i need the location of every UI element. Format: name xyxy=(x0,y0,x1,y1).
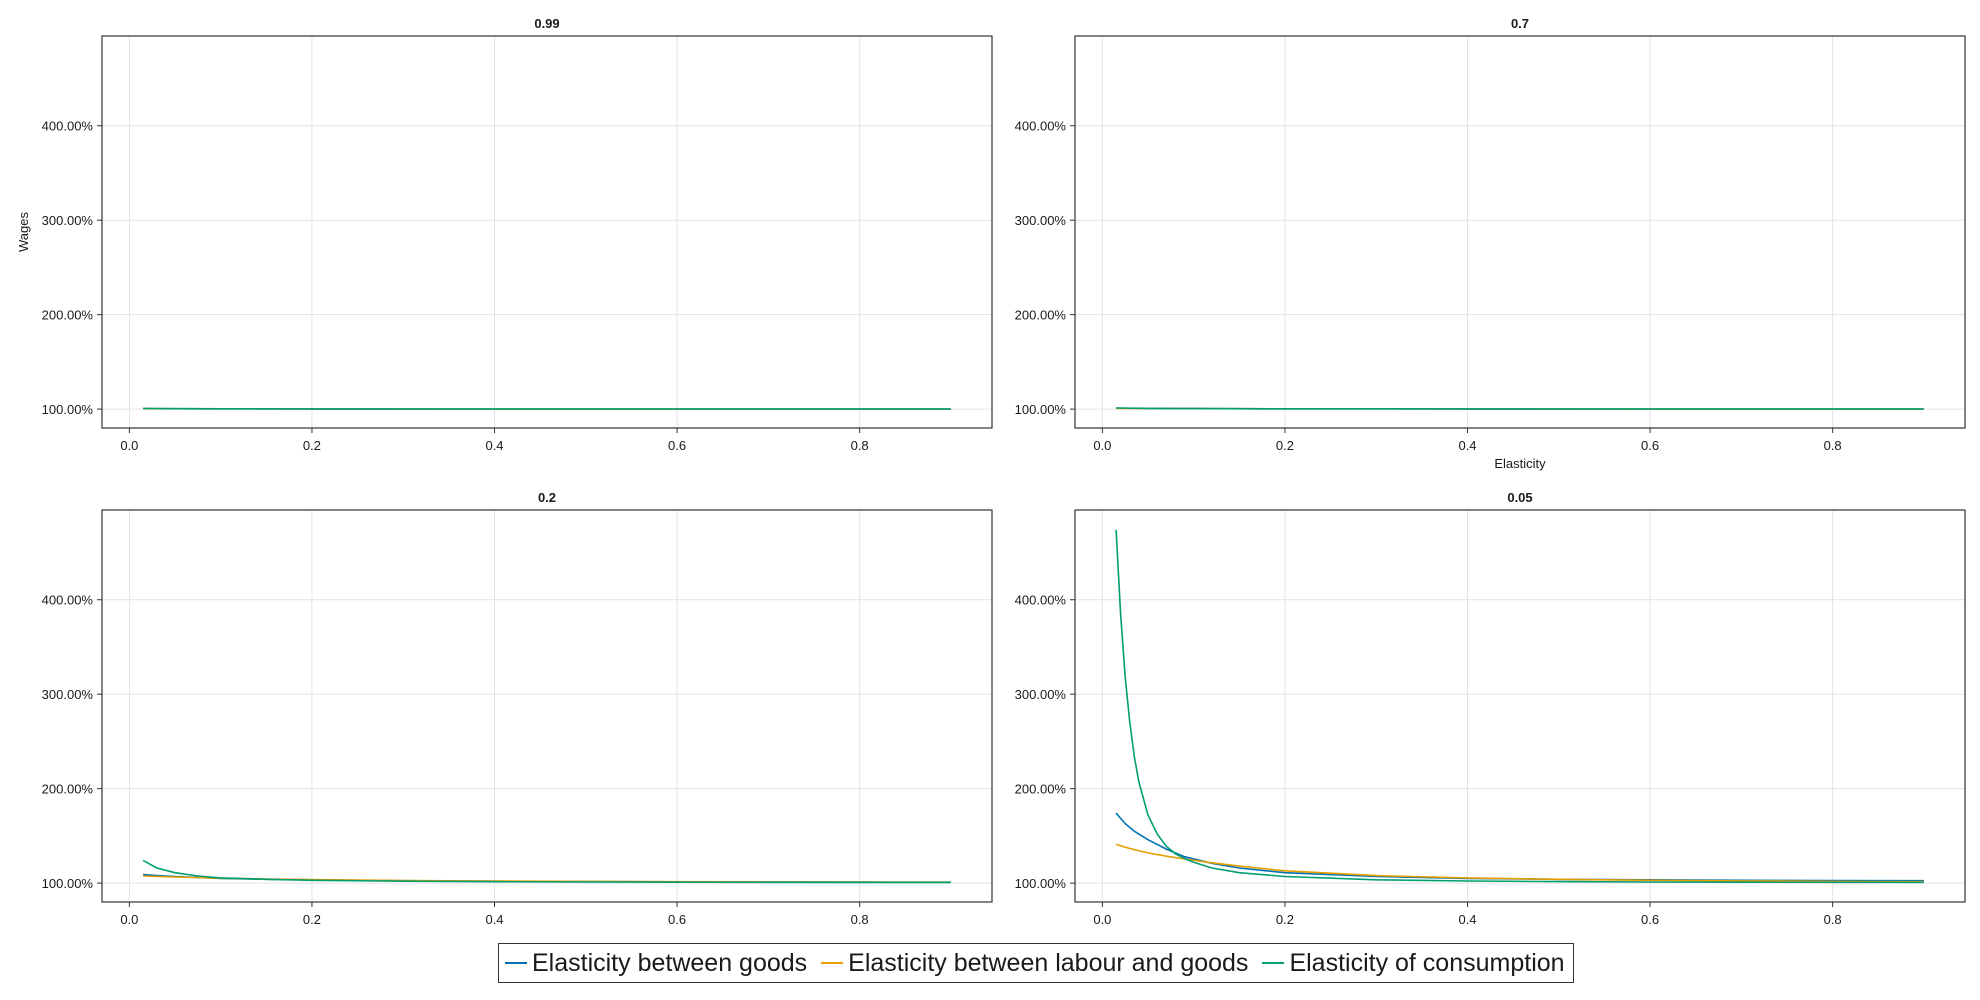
legend-label-goods: Elasticity between goods xyxy=(532,948,808,977)
panel-4-title: 0.05 xyxy=(1507,490,1532,505)
panel-3-x-tick-label-4: 0.8 xyxy=(851,912,869,927)
panel-1-y-tick-label-0: 100.00% xyxy=(42,402,94,417)
panel-1-y-tick-label-2: 300.00% xyxy=(42,213,94,228)
panel-2-x-tick-label-1: 0.2 xyxy=(1276,438,1294,453)
panel-1-title: 0.99 xyxy=(534,16,559,31)
panel-2-y-tick-label-3: 400.00% xyxy=(1015,119,1067,134)
legend: Elasticity between goods Elasticity betw… xyxy=(498,943,1574,983)
legend-label-consumption: Elasticity of consumption xyxy=(1289,948,1565,977)
panel-1-x-tick-label-1: 0.2 xyxy=(303,438,321,453)
panel-1-x-tick-label-3: 0.6 xyxy=(668,438,686,453)
panel-4-x-tick-label-4: 0.8 xyxy=(1824,912,1842,927)
panel-4-y-tick-label-3: 400.00% xyxy=(1015,593,1067,608)
panel-4-x-tick-label-1: 0.2 xyxy=(1276,912,1294,927)
panel-3-line-elasticity-of-consumption xyxy=(142,859,951,884)
panel-2-x-tick-label-0: 0.0 xyxy=(1093,438,1111,453)
panel-3-x-tick-label-0: 0.0 xyxy=(120,912,138,927)
panel-4-y-tick-label-1: 200.00% xyxy=(1015,782,1067,797)
panel-3-title: 0.2 xyxy=(538,490,556,505)
x-axis-label: Elasticity xyxy=(1494,456,1546,471)
panel-3-y-tick-label-1: 200.00% xyxy=(42,782,94,797)
panel-2-y-tick-label-1: 200.00% xyxy=(1015,308,1067,323)
panel-4-line-elasticity-of-consumption xyxy=(1115,529,1924,884)
panel-4-y-tick-label-0: 100.00% xyxy=(1015,876,1067,891)
legend-swatch-consumption xyxy=(1262,962,1285,964)
panel-4-x-tick-label-0: 0.0 xyxy=(1093,912,1111,927)
panel-1-line-elasticity-of-consumption xyxy=(143,407,951,410)
panel-2-line-elasticity-of-consumption xyxy=(1116,407,1924,410)
panel-3-frame xyxy=(101,509,993,903)
legend-swatch-labour-goods xyxy=(821,962,844,964)
panel-3-x-tick-label-3: 0.6 xyxy=(668,912,686,927)
y-axis-label: Wages xyxy=(16,212,31,252)
panel-1-x-tick-label-0: 0.0 xyxy=(120,438,138,453)
panel-4-line-elasticity-between-labour-and-goods xyxy=(1115,843,1924,883)
legend-item-consumption: Elasticity of consumption xyxy=(1262,948,1565,978)
panel-4-y-tick-label-2: 300.00% xyxy=(1015,687,1067,702)
panel-3-x-tick-label-2: 0.4 xyxy=(485,912,503,927)
legend-item-labour-goods: Elasticity between labour and goods xyxy=(821,949,1248,978)
legend-label-labour-goods: Elasticity between labour and goods xyxy=(848,948,1249,977)
panel-3-y-tick-label-2: 300.00% xyxy=(42,687,94,702)
panel-4-x-tick-label-2: 0.4 xyxy=(1458,912,1476,927)
panel-2-x-tick-label-4: 0.8 xyxy=(1824,438,1842,453)
panel-1-x-tick-label-4: 0.8 xyxy=(851,438,869,453)
panel-2-y-tick-label-0: 100.00% xyxy=(1015,402,1067,417)
panel-4-x-tick-label-3: 0.6 xyxy=(1641,912,1659,927)
panel-4-frame xyxy=(1074,509,1966,903)
panel-2-x-tick-label-2: 0.4 xyxy=(1458,438,1476,453)
legend-swatch-goods xyxy=(505,962,527,964)
panel-3-y-tick-label-0: 100.00% xyxy=(42,876,94,891)
panel-3-x-tick-label-1: 0.2 xyxy=(303,912,321,927)
legend-item-goods: Elasticity between goods xyxy=(505,949,807,978)
panel-3-y-tick-label-3: 400.00% xyxy=(42,593,94,608)
panel-1-y-tick-label-3: 400.00% xyxy=(42,119,94,134)
panel-1-frame xyxy=(101,35,993,429)
panel-2-x-tick-label-3: 0.6 xyxy=(1641,438,1659,453)
panel-2-title: 0.7 xyxy=(1511,16,1529,31)
panel-2-y-tick-label-2: 300.00% xyxy=(1015,213,1067,228)
panel-1-x-tick-label-2: 0.4 xyxy=(485,438,503,453)
panel-2-frame xyxy=(1074,35,1966,429)
panel-4-line-elasticity-between-goods xyxy=(1115,812,1924,882)
panel-1-y-tick-label-1: 200.00% xyxy=(42,308,94,323)
